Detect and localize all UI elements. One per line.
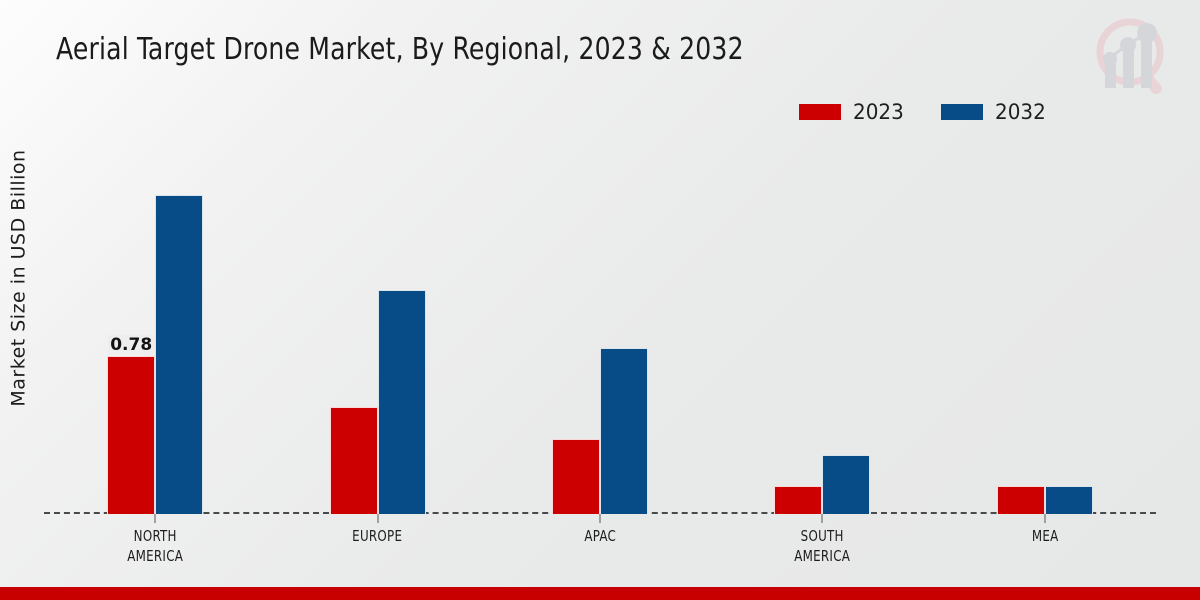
legend-label-2032: 2032: [994, 100, 1046, 124]
x-axis-tick: [1044, 514, 1046, 523]
bar-pair: [329, 130, 426, 514]
bar-group: MEA: [934, 130, 1156, 545]
bar-groups: 0.78 NORTH AMERICA EUROPE APAC SOUTH AMERICA…: [44, 130, 1156, 565]
x-axis-category-label: MEA: [1031, 527, 1059, 545]
bar-2032[interactable]: [822, 455, 871, 514]
watermark-logo: [1078, 8, 1182, 104]
bar-group: APAC: [489, 130, 711, 545]
bar-pair: [996, 130, 1093, 514]
y-axis-title: Market Size in USD Billion: [2, 0, 36, 600]
bar-2023[interactable]: 0.78: [107, 335, 156, 514]
legend-swatch-2032: [940, 104, 983, 120]
x-axis-category-label: SOUTH AMERICA: [794, 527, 851, 565]
bar-pair: [774, 130, 871, 514]
chart-title: Aerial Target Drone Market, By Regional,…: [56, 32, 744, 67]
bar-2032[interactable]: [1044, 485, 1093, 514]
x-axis-category-label: NORTH AMERICA: [127, 527, 184, 565]
plot-area: 0.78 NORTH AMERICA EUROPE APAC SOUTH AMERICA…: [44, 130, 1156, 565]
bar-pair: [552, 130, 649, 514]
bar-2032[interactable]: [155, 194, 204, 514]
bar-2032[interactable]: [377, 289, 426, 514]
legend-swatch-2023: [799, 104, 842, 120]
legend-item-2032[interactable]: 2032: [940, 100, 1048, 124]
bar-2023[interactable]: [329, 406, 378, 514]
x-axis-category-label: EUROPE: [352, 527, 403, 545]
bar-2023[interactable]: [774, 485, 823, 514]
x-axis-tick: [599, 514, 601, 523]
bar-value-label: 0.78: [108, 335, 155, 356]
bar-pair: 0.78: [107, 130, 204, 514]
legend-label-2023: 2023: [853, 100, 904, 124]
bar-group: SOUTH AMERICA: [711, 130, 933, 565]
bar-2032[interactable]: [600, 348, 649, 514]
x-axis-tick: [154, 514, 156, 523]
y-axis-title-text: Market Size in USD Billion: [8, 149, 30, 407]
chart-legend: 2023 2032: [799, 100, 1048, 124]
bottom-accent-band: [0, 587, 1200, 600]
legend-item-2023[interactable]: 2023: [799, 100, 906, 124]
x-axis-tick: [821, 514, 823, 523]
x-axis-tick: [377, 514, 379, 523]
bar-group: EUROPE: [266, 130, 488, 545]
bar-group: 0.78 NORTH AMERICA: [44, 130, 266, 565]
bar-2023[interactable]: [552, 439, 601, 514]
x-axis-category-label: APAC: [584, 527, 616, 545]
bar-2023[interactable]: [996, 485, 1045, 514]
